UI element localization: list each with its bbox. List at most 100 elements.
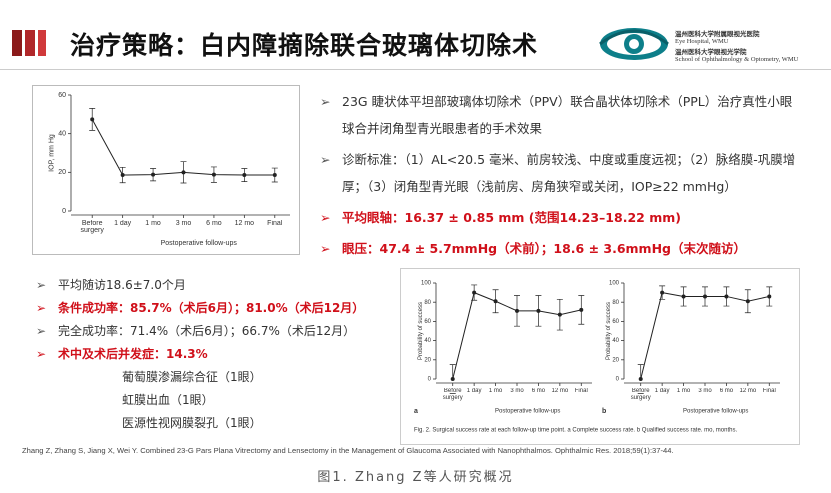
logo xyxy=(599,28,669,60)
x-tick-label: 6 mo xyxy=(719,388,734,394)
x-tick-frame: Final xyxy=(574,388,588,394)
x-tick-frame: 1 mo xyxy=(676,388,691,394)
x-tick-label: Before surgery xyxy=(442,388,463,401)
point xyxy=(181,170,186,175)
y-tick-label: 0 xyxy=(62,208,66,215)
divider xyxy=(0,69,831,70)
y-axis-label: IOP, mm Hg xyxy=(49,134,56,172)
x-tick-frame: 12 mo xyxy=(739,388,757,394)
point xyxy=(703,294,707,299)
logo-text: School of Ophthalmology & Optometry, WMU xyxy=(675,56,799,63)
x-tick-frame: 1 day xyxy=(654,388,670,394)
y-tick-label: 40 xyxy=(612,338,619,344)
point xyxy=(211,172,216,177)
x-tick-label: 12 mo xyxy=(551,388,569,394)
title-marker xyxy=(25,30,35,56)
chart: 0 20 40 60 IOP, mm Hg Before surgery 1 day 1 mo… xyxy=(49,92,290,247)
x-tick-frame: 1 day xyxy=(114,220,131,227)
x-tick-label: Final xyxy=(574,388,588,394)
x-tick-frame: Before surgery xyxy=(442,388,463,401)
logo-text: Eye Hospital, WMU xyxy=(675,38,729,45)
chart-frame xyxy=(400,268,800,445)
point xyxy=(579,307,584,312)
bullet-item: 术中及术后并发症：14.3% xyxy=(36,343,406,366)
point xyxy=(681,294,686,299)
x-tick-label: 1 day xyxy=(466,388,482,394)
x-tick-frame: 3 mo xyxy=(175,220,192,227)
panel-label: a xyxy=(414,408,418,415)
x-tick-frame: Before surgery xyxy=(81,220,104,234)
x-tick-frame: Final xyxy=(762,388,776,394)
x-tick-label: 3 mo xyxy=(510,388,524,394)
point xyxy=(242,173,247,178)
point xyxy=(557,312,562,317)
point xyxy=(536,308,541,313)
x-tick-label: Final xyxy=(762,388,776,394)
x-tick-frame: 1 mo xyxy=(145,220,161,227)
bullet-item: 23G 睫状体平坦部玻璃体切除术（PPV）联合晶状体切除术（PPL）治疗真性小眼… xyxy=(320,88,800,142)
x-tick-label: 1 mo xyxy=(488,388,503,394)
y-tick-label: 40 xyxy=(58,131,66,138)
x-tick-label: 3 mo xyxy=(698,388,712,394)
y-tick-label: 60 xyxy=(58,92,66,99)
bullet-item: 平均眼轴：16.37 ± 0.85 mm (范围14.23–18.22 mm) xyxy=(320,204,800,231)
point xyxy=(90,117,95,122)
x-tick-frame: 6 mo xyxy=(206,220,222,227)
x-tick-label: 3 mo xyxy=(175,220,192,227)
point xyxy=(120,173,125,178)
x-tick-label: 6 mo xyxy=(531,388,546,394)
x-tick-frame: 1 mo xyxy=(488,388,503,394)
x-tick-frame: 1 day xyxy=(466,388,482,394)
x-tick-frame: Before surgery xyxy=(630,388,651,401)
figure-caption: Fig. 2. Surgical success rate at each fo… xyxy=(414,428,737,434)
y-axis-label: Probability of success xyxy=(418,302,424,360)
x-tick-label: Before surgery xyxy=(630,388,651,401)
logo-text: 温州医科大学眼视光学院 xyxy=(675,49,747,56)
x-axis-label: Postoperative follow-ups xyxy=(161,240,238,247)
x-tick-frame: 3 mo xyxy=(510,388,524,394)
point xyxy=(472,290,477,295)
x-tick-label: 1 mo xyxy=(676,388,691,394)
x-axis-label: Postoperative follow-ups xyxy=(495,409,560,415)
x-tick-label: 12 mo xyxy=(739,388,757,394)
x-tick-label: 1 day xyxy=(654,388,670,394)
x-tick-label: 1 mo xyxy=(145,220,161,227)
x-tick-label: 6 mo xyxy=(206,220,222,227)
y-tick-label: 0 xyxy=(616,377,620,383)
y-tick-label: 100 xyxy=(609,281,620,287)
point xyxy=(745,299,750,304)
point xyxy=(151,172,156,177)
point xyxy=(272,173,277,178)
bullet-item: 条件成功率：85.7%（术后6月）；81.0%（术后12月） xyxy=(36,297,406,320)
x-tick-frame: 6 mo xyxy=(719,388,734,394)
x-tick-label: 12 mo xyxy=(234,220,255,227)
slide-title: 治疗策略：白内障摘除联合玻璃体切除术 xyxy=(70,31,539,60)
title-marker xyxy=(38,30,46,56)
chart: 0 20 40 60 80 100 Probability of success Before… xyxy=(414,281,780,434)
point xyxy=(724,294,729,299)
point xyxy=(660,290,665,295)
title-marker xyxy=(12,30,22,56)
x-axis-label: Postoperative follow-ups xyxy=(683,409,748,415)
logo-text: 温州医科大学附属眼视光医院 xyxy=(675,31,760,38)
bullet-item: 诊断标准：（1）AL<20.5 毫米、前房较浅、中度或重度远视；（2）脉络膜-巩… xyxy=(320,146,800,200)
point xyxy=(767,294,772,299)
y-tick-label: 20 xyxy=(58,169,66,176)
y-tick-label: 20 xyxy=(612,357,619,363)
figure-caption: 图1. Zhang Z等人研究概况 xyxy=(317,470,514,485)
x-tick-frame: 3 mo xyxy=(698,388,712,394)
chart-frame xyxy=(32,85,300,255)
bullet-item: 完全成功率：71.4%（术后6月）；66.7%（术后12月） xyxy=(36,320,406,343)
error-bar xyxy=(637,364,644,394)
y-tick-label: 40 xyxy=(424,338,431,344)
point xyxy=(493,299,498,304)
y-tick-label: 0 xyxy=(428,377,432,383)
y-tick-label: 60 xyxy=(424,319,431,325)
y-tick-label: 80 xyxy=(612,300,619,306)
x-tick-frame: 6 mo xyxy=(531,388,546,394)
y-axis-label: Probability of success xyxy=(606,302,612,360)
bullet-list: 23G 睫状体平坦部玻璃体切除术（PPV）联合晶状体切除术（PPL）治疗真性小眼… xyxy=(320,88,800,266)
x-tick-frame: 12 mo xyxy=(234,220,255,227)
sub-item: 葡萄膜渗漏综合征（1眼） xyxy=(122,370,262,384)
sub-item: 虹膜出血（1眼） xyxy=(122,393,214,407)
